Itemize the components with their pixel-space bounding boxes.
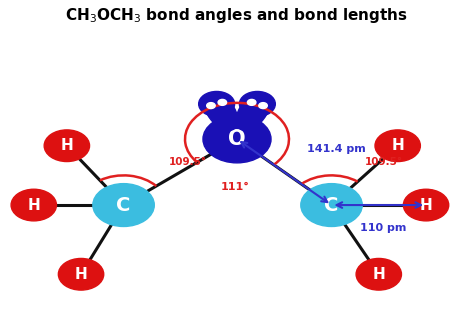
Circle shape [44, 130, 90, 162]
Circle shape [356, 259, 401, 290]
Circle shape [301, 184, 362, 226]
Circle shape [403, 189, 449, 221]
Text: H: H [392, 138, 404, 153]
Text: CH$_3$OCH$_3$ bond angles and bond lengths: CH$_3$OCH$_3$ bond angles and bond lengt… [65, 6, 409, 24]
Text: H: H [75, 267, 87, 282]
Text: H: H [27, 198, 40, 213]
Text: O: O [228, 129, 246, 149]
Text: H: H [419, 198, 432, 213]
Circle shape [11, 189, 56, 221]
Ellipse shape [204, 93, 238, 130]
Circle shape [58, 259, 104, 290]
Circle shape [375, 130, 420, 162]
Circle shape [203, 116, 271, 163]
Circle shape [93, 184, 155, 226]
Text: 111°: 111° [220, 182, 249, 192]
Text: H: H [61, 138, 73, 153]
Circle shape [218, 99, 227, 105]
Circle shape [199, 91, 235, 117]
Circle shape [259, 103, 267, 109]
Ellipse shape [236, 93, 270, 130]
Circle shape [239, 91, 275, 117]
Text: 141.4 pm: 141.4 pm [307, 144, 365, 154]
Text: C: C [324, 196, 339, 214]
Text: 109.5°: 109.5° [365, 157, 402, 167]
Text: H: H [373, 267, 385, 282]
Circle shape [247, 99, 256, 105]
Text: C: C [117, 196, 131, 214]
Text: 109.5°: 109.5° [168, 157, 206, 167]
Text: 110 pm: 110 pm [360, 223, 407, 233]
Circle shape [207, 103, 215, 109]
